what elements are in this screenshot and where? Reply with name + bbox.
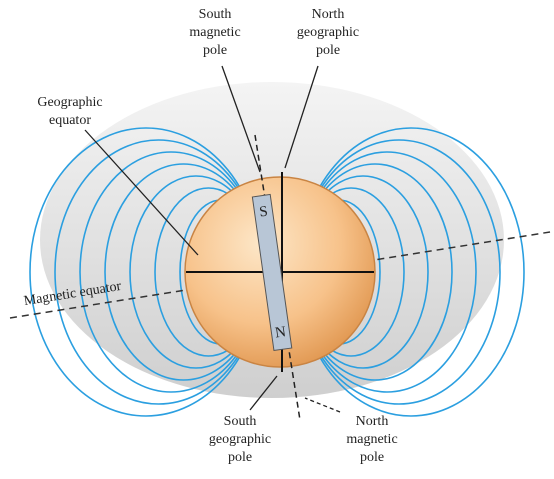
label: geographic: [297, 25, 359, 40]
label: North: [356, 414, 389, 429]
label: equator: [49, 113, 91, 128]
label: pole: [228, 450, 252, 465]
leader-lines: [84, 65, 341, 413]
label: pole: [360, 450, 384, 465]
label: South: [224, 414, 257, 429]
label: North: [312, 7, 345, 22]
label: geographic: [209, 432, 271, 447]
magnet-body: [251, 193, 293, 352]
label: magnetic: [346, 432, 397, 447]
magnet-n: N: [274, 324, 287, 341]
label: pole: [316, 43, 340, 58]
bar-magnet: S N: [251, 193, 293, 352]
label: South: [199, 7, 232, 22]
magnet-s: S: [258, 204, 268, 221]
label: magnetic: [189, 25, 240, 40]
label: Geographic: [37, 95, 102, 110]
label: pole: [203, 43, 227, 58]
